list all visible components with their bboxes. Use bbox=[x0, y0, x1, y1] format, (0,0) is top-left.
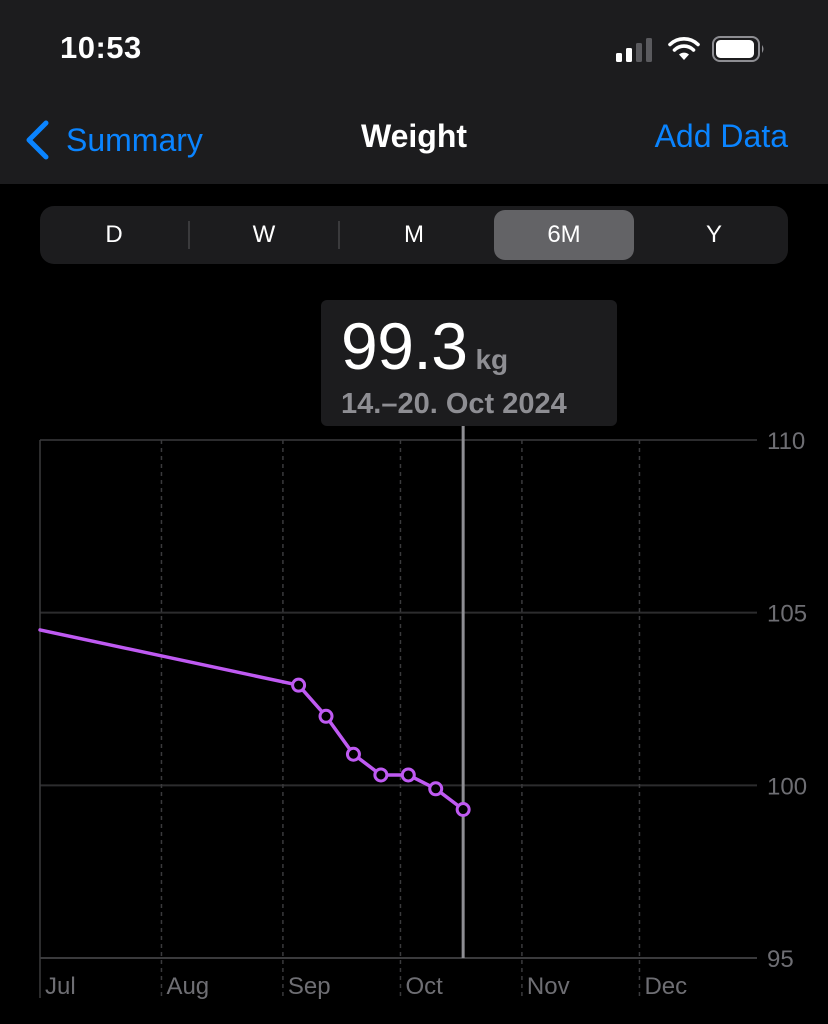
segment-divider bbox=[338, 221, 340, 249]
segment-day[interactable]: D bbox=[105, 221, 123, 248]
segment-year[interactable]: Y bbox=[705, 221, 722, 248]
back-button-label: Summary bbox=[66, 121, 203, 158]
weight-data-point bbox=[455, 802, 471, 818]
segment-month[interactable]: M bbox=[404, 221, 424, 248]
weight-data-point bbox=[291, 677, 307, 693]
weight-data-point bbox=[428, 781, 444, 797]
add-data-button[interactable]: Add Data bbox=[654, 118, 788, 154]
battery-icon bbox=[712, 36, 764, 62]
weight-chart[interactable]: Jul Aug Sep Oct Nov Dec 110 105 100 95 bbox=[0, 426, 828, 1024]
status-icons bbox=[616, 36, 796, 64]
time-range-segmented-control: D W M 6M Y bbox=[40, 206, 788, 264]
callout-value-row: 99.3 kg bbox=[341, 308, 508, 384]
callout-date-range: 14.–20. Oct 2024 bbox=[341, 388, 567, 420]
wifi-icon bbox=[668, 37, 700, 60]
weight-data-point bbox=[400, 767, 416, 783]
chevron-left-icon bbox=[26, 120, 49, 160]
cellular-signal-icon bbox=[616, 38, 652, 62]
x-tick-label: Sep bbox=[288, 973, 331, 1000]
callout-value: 99.3 bbox=[341, 309, 468, 383]
segment-divider bbox=[188, 221, 190, 249]
selected-value-callout: 99.3 kg 14.–20. Oct 2024 bbox=[321, 300, 617, 426]
segment-6-months[interactable]: 6M bbox=[494, 210, 634, 260]
x-tick-label: Dec bbox=[644, 973, 687, 1000]
x-tick-label: Oct bbox=[405, 973, 443, 1000]
callout-unit: kg bbox=[475, 344, 509, 375]
y-tick-label: 100 bbox=[767, 773, 807, 800]
status-time: 10:53 bbox=[60, 30, 142, 65]
weight-data-point bbox=[345, 746, 361, 762]
y-tick-label: 105 bbox=[767, 601, 807, 628]
x-tick-label: Nov bbox=[527, 973, 570, 1000]
x-tick-label: Jul bbox=[45, 973, 76, 1000]
y-tick-label: 110 bbox=[767, 428, 805, 455]
y-tick-label: 95 bbox=[767, 946, 794, 973]
x-tick-label: Aug bbox=[166, 973, 209, 1000]
weight-data-point bbox=[318, 708, 334, 724]
weight-series-line bbox=[38, 628, 465, 812]
segment-week[interactable]: W bbox=[252, 221, 276, 248]
header: 10:53 Summary bbox=[0, 0, 828, 184]
weight-data-point bbox=[373, 767, 389, 783]
back-button[interactable]: Summary bbox=[24, 116, 203, 164]
